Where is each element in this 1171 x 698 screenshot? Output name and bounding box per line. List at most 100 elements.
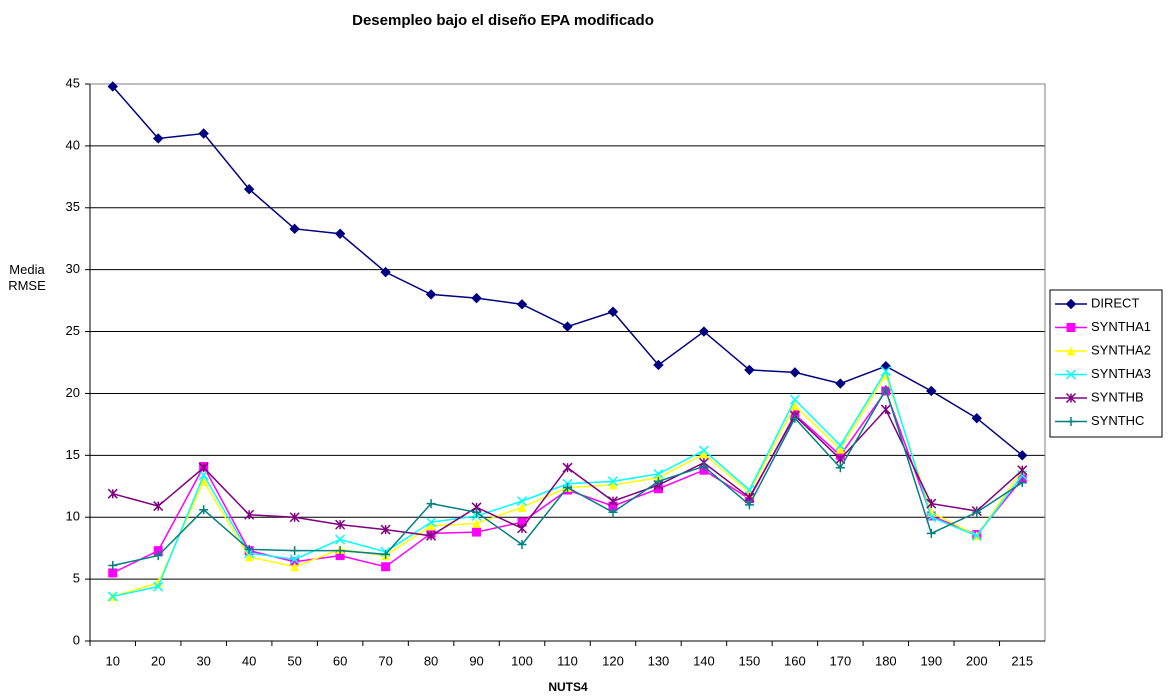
- y-tick-label: 35: [66, 199, 80, 214]
- marker: [426, 521, 436, 531]
- marker: [425, 289, 437, 300]
- marker: [607, 306, 619, 317]
- marker: [835, 444, 845, 454]
- legend-label: SYNTHA1: [1091, 319, 1151, 334]
- marker: [426, 517, 437, 528]
- x-tick-label: 70: [378, 653, 392, 668]
- marker: [244, 552, 254, 562]
- marker: [153, 581, 164, 592]
- marker: [517, 539, 527, 549]
- marker: [426, 530, 437, 541]
- marker: [926, 385, 937, 397]
- y-tick-label: 30: [66, 261, 80, 276]
- marker: [790, 401, 800, 411]
- x-tick-label: 30: [196, 653, 210, 668]
- marker: [472, 507, 482, 517]
- x-tick-label: 20: [151, 653, 165, 668]
- marker: [744, 364, 755, 376]
- marker: [607, 476, 619, 487]
- y-tick-label: 5: [73, 571, 80, 586]
- marker: [516, 299, 528, 310]
- marker: [789, 394, 800, 405]
- marker: [744, 500, 754, 510]
- x-tick-label: 200: [966, 653, 988, 668]
- marker: [244, 544, 254, 554]
- marker: [699, 461, 709, 471]
- marker: [289, 512, 300, 523]
- marker: [381, 562, 391, 572]
- marker: [108, 560, 118, 570]
- marker: [290, 557, 300, 567]
- y-tick-label: 45: [66, 75, 80, 90]
- x-tick-label: 40: [242, 653, 256, 668]
- marker: [198, 462, 209, 473]
- marker: [107, 591, 118, 602]
- legend-label: SYNTHB: [1091, 389, 1144, 404]
- x-tick-label: 80: [424, 653, 438, 668]
- marker: [926, 528, 936, 538]
- marker: [926, 498, 937, 509]
- x-tick-label: 10: [106, 653, 120, 668]
- marker: [381, 549, 391, 559]
- marker: [1066, 346, 1076, 356]
- marker: [789, 367, 801, 378]
- marker: [1065, 369, 1077, 380]
- marker: [971, 412, 982, 424]
- y-tick-label: 40: [66, 137, 80, 152]
- x-tick-label: 110: [557, 653, 578, 668]
- marker: [698, 326, 710, 337]
- chart-title: Desempleo bajo el diseño EPA modificado: [352, 12, 654, 29]
- marker: [516, 496, 528, 507]
- marker: [1065, 298, 1077, 310]
- plot-area: [89, 83, 1046, 642]
- x-tick-label: 100: [511, 653, 533, 668]
- marker: [1017, 465, 1028, 476]
- legend: DIRECT SYNTHA1 SYNTHA2 SYNTHA3 SYNTHB SYNTHC: [1049, 289, 1163, 438]
- series-line: [112, 85, 1023, 456]
- y-tick-label: 20: [66, 385, 80, 400]
- x-axis-label: NUTS4: [548, 680, 588, 694]
- marker: [290, 546, 300, 556]
- marker: [153, 133, 164, 144]
- legend-box: [1049, 289, 1163, 438]
- y-tick-label: 25: [66, 323, 80, 338]
- x-tick-label: 170: [830, 653, 852, 668]
- marker: [880, 404, 891, 415]
- marker: [835, 440, 846, 451]
- marker: [335, 546, 345, 556]
- marker: [1066, 417, 1076, 426]
- marker: [517, 517, 527, 527]
- marker: [153, 551, 163, 561]
- marker: [198, 470, 209, 481]
- legend-label: SYNTHC: [1091, 413, 1144, 428]
- marker: [517, 502, 527, 512]
- marker: [881, 385, 891, 395]
- marker: [199, 505, 209, 515]
- x-tick-label: 50: [287, 653, 301, 668]
- marker: [289, 554, 300, 565]
- marker: [653, 359, 664, 371]
- marker: [608, 501, 618, 511]
- marker: [835, 378, 846, 389]
- x-tick-label: 180: [875, 653, 897, 668]
- marker: [653, 476, 663, 486]
- y-tick-label: 15: [66, 447, 80, 462]
- marker: [335, 519, 346, 530]
- marker: [563, 483, 572, 493]
- marker: [471, 292, 482, 304]
- marker: [472, 527, 482, 537]
- x-tick-label: 215: [1011, 653, 1033, 668]
- marker: [472, 518, 482, 528]
- marker: [199, 476, 209, 486]
- legend-label: SYNTHA3: [1091, 366, 1151, 381]
- marker: [562, 462, 573, 473]
- legend-label: SYNTHA2: [1091, 342, 1151, 357]
- marker: [153, 501, 164, 512]
- legend-label: DIRECT: [1091, 295, 1139, 310]
- marker: [107, 81, 118, 92]
- marker: [926, 512, 937, 523]
- x-tick-label: 140: [693, 653, 715, 668]
- marker: [108, 568, 118, 578]
- series-line: [112, 387, 1023, 567]
